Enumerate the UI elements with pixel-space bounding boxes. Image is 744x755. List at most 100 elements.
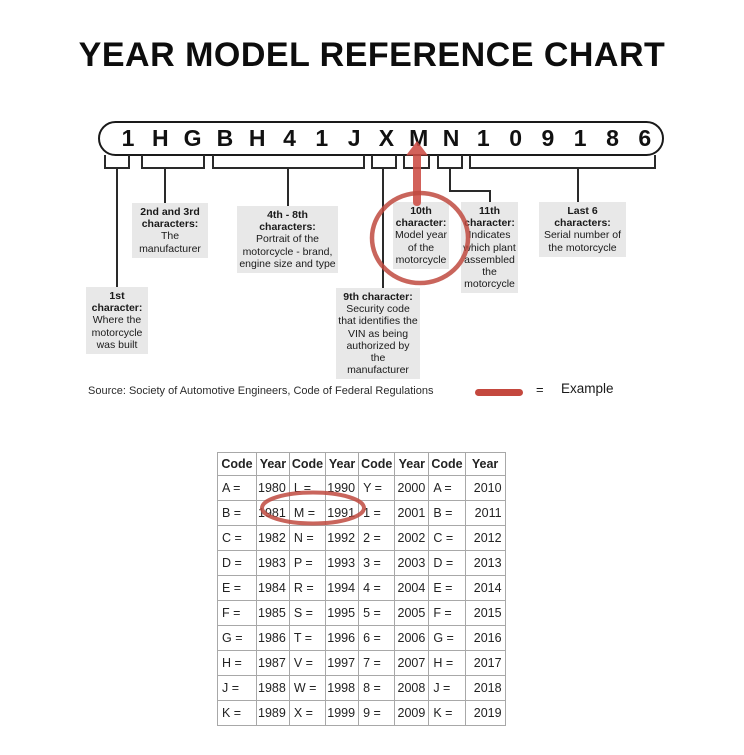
example-label: Example <box>561 381 614 396</box>
code-cell: C = <box>428 525 466 551</box>
table-header: Year <box>256 452 290 476</box>
code-cell: V = <box>288 650 327 676</box>
code-cell: C = <box>217 525 257 551</box>
code-cell: G = <box>428 625 466 651</box>
code-cell: 1 = <box>358 500 396 526</box>
year-cell: 2007 <box>394 650 430 676</box>
vin-character: 1 <box>121 125 135 151</box>
code-cell: 3 = <box>358 550 396 576</box>
year-cell: 2018 <box>464 675 506 701</box>
year-cell: 2015 <box>464 600 506 626</box>
vin-character: 1 <box>573 125 587 151</box>
year-cell: 1992 <box>325 525 360 551</box>
vin-character: 1 <box>476 125 490 151</box>
year-cell: 2002 <box>394 525 430 551</box>
table-header: Year <box>325 452 360 476</box>
table-row: C = 1982 N = 1992 2 = 2002 C = 2012 <box>217 525 506 551</box>
code-cell: J = <box>428 675 466 701</box>
table-row: F = 1985 S = 1995 5 = 2005 F = 2015 <box>217 600 506 626</box>
table-row: B = 1981 M = 1991 1 = 2001 B = 2011 <box>217 500 506 526</box>
table-row: J = 1988 W = 1998 8 = 2008 J = 2018 <box>217 675 506 701</box>
vin-character: X <box>378 125 395 151</box>
table-header-row: Code Year Code Year Code Year Code Year <box>217 452 506 476</box>
code-cell: K = <box>428 700 466 726</box>
code-cell: B = <box>217 500 257 526</box>
vin-character: J <box>347 125 361 151</box>
source-text: Source: Society of Automotive Engineers,… <box>88 385 434 397</box>
year-cell: 1981 <box>256 500 290 526</box>
code-cell: 9 = <box>358 700 396 726</box>
year-cell: 1991 <box>325 500 360 526</box>
year-cell: 1986 <box>256 625 290 651</box>
vin-character: 4 <box>283 125 296 151</box>
year-cell: 2009 <box>394 700 430 726</box>
vin-character: 9 <box>541 125 555 151</box>
year-code-table: Code Year Code Year Code Year Code Year A = 1980 L… <box>217 452 506 726</box>
table-header: Code <box>217 452 257 476</box>
code-cell: F = <box>217 600 257 626</box>
callout-4th-8th-characters: 4th - 8th characters: Portrait of the motor… <box>237 206 338 274</box>
vin-character: H <box>248 125 266 151</box>
callout-9th-character: 9th character: Security code that identifi… <box>336 288 420 380</box>
code-cell: P = <box>288 550 327 576</box>
year-cell: 1989 <box>256 700 290 726</box>
year-cell: 2003 <box>394 550 430 576</box>
vin-group-bracket-9th <box>371 155 397 169</box>
code-cell: B = <box>428 500 466 526</box>
code-cell: H = <box>217 650 257 676</box>
code-cell: L = <box>288 475 327 501</box>
callout-2nd-3rd-characters: 2nd and 3rd characters: The manufacturer <box>132 203 208 258</box>
year-cell: 1990 <box>325 475 360 501</box>
callout-10th-character: 10th character: Model year of the motorcycle <box>393 202 449 270</box>
year-cell: 2017 <box>464 650 506 676</box>
year-cell: 1983 <box>256 550 290 576</box>
year-cell: 1993 <box>325 550 360 576</box>
code-cell: 6 = <box>358 625 396 651</box>
vin-group-bracket-10th <box>403 155 430 169</box>
year-cell: 1980 <box>256 475 290 501</box>
vin-character: 0 <box>509 125 522 151</box>
year-cell: 1995 <box>325 600 360 626</box>
vin-group-bracket-2nd-3rd <box>141 155 205 169</box>
code-cell: H = <box>428 650 466 676</box>
code-cell: E = <box>428 575 466 601</box>
code-cell: F = <box>428 600 466 626</box>
vin-character: H <box>151 125 169 151</box>
year-cell: 2012 <box>464 525 506 551</box>
vin-group-bracket-1st <box>104 155 130 169</box>
code-cell: 8 = <box>358 675 396 701</box>
code-cell: 5 = <box>358 600 396 626</box>
code-cell: Y = <box>358 475 396 501</box>
code-cell: 7 = <box>358 650 396 676</box>
table-row: E = 1984 R = 1994 4 = 2004 E = 2014 <box>217 575 506 601</box>
table-row: A = 1980 L = 1990 Y = 2000 A = 2010 <box>217 475 506 501</box>
code-cell: W = <box>288 675 327 701</box>
table-row: G = 1986 T = 1996 6 = 2006 G = 2016 <box>217 625 506 651</box>
table-row: K = 1989 X = 1999 9 = 2009 K = 2019 <box>217 700 506 726</box>
year-code-table-wrap: Code Year Code Year Code Year Code Year A = 1980 L… <box>217 452 506 726</box>
year-cell: 2010 <box>464 475 506 501</box>
connector-line-11th <box>489 190 491 203</box>
connector-line-9th <box>382 168 384 288</box>
example-line-swatch <box>475 389 523 396</box>
callout-11th-character: 11th character: Indicates which plant assemb… <box>461 202 518 294</box>
code-cell: A = <box>428 475 466 501</box>
year-cell: 1994 <box>325 575 360 601</box>
year-cell: 2000 <box>394 475 430 501</box>
table-header: Year <box>394 452 430 476</box>
code-cell: 2 = <box>358 525 396 551</box>
vin-character: N <box>442 125 460 151</box>
year-cell: 2001 <box>394 500 430 526</box>
year-cell: 2019 <box>464 700 506 726</box>
table-row: H = 1987 V = 1997 7 = 2007 H = 2017 <box>217 650 506 676</box>
connector-line-1st <box>116 168 118 287</box>
equals-sign: = <box>536 382 544 397</box>
vin-character: 1 <box>315 125 329 151</box>
connector-line-last-6 <box>577 168 579 202</box>
code-cell: D = <box>428 550 466 576</box>
year-cell: 1984 <box>256 575 290 601</box>
code-cell: D = <box>217 550 257 576</box>
code-cell: N = <box>288 525 327 551</box>
